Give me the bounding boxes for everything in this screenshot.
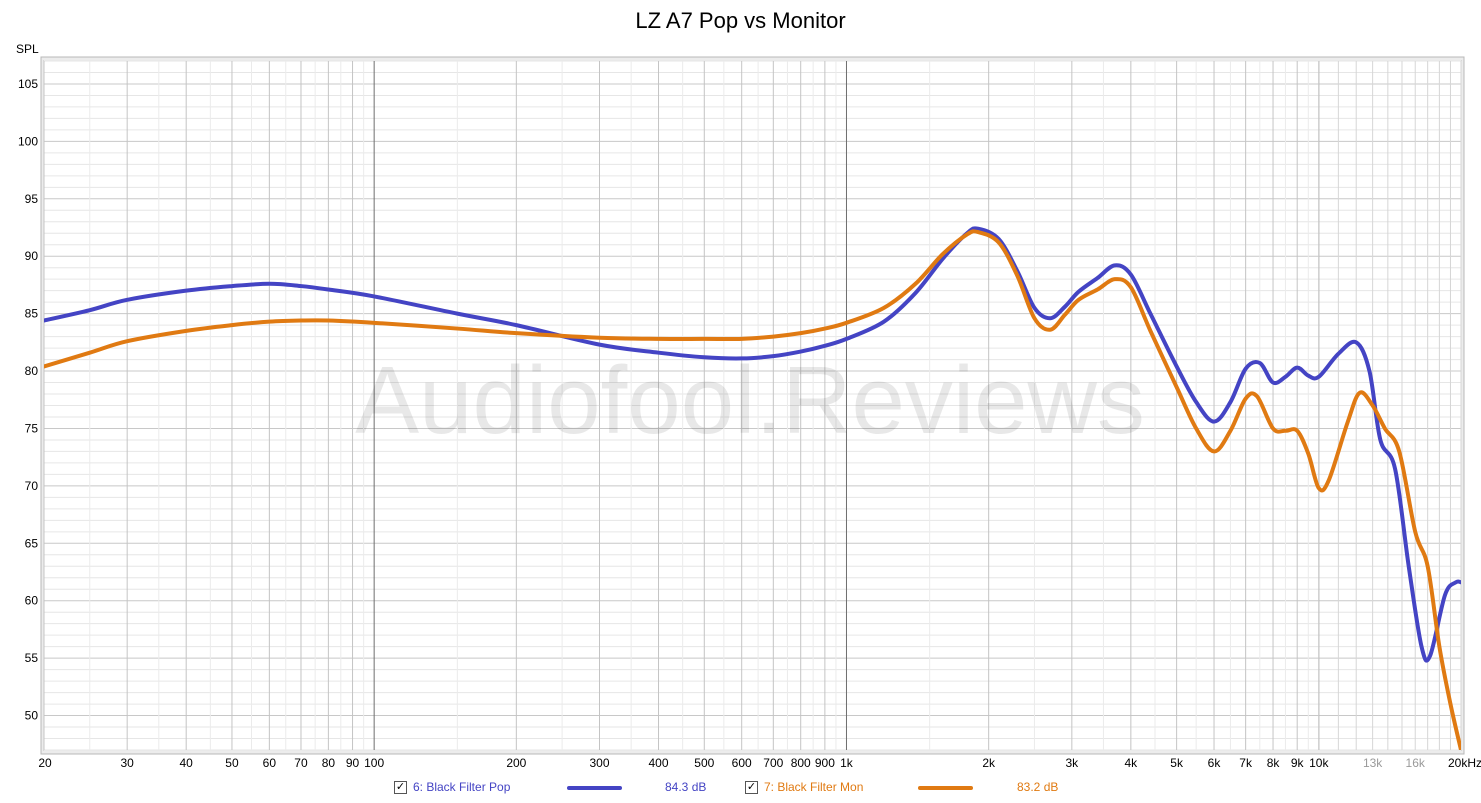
x-tick-label: 5k — [1170, 756, 1184, 770]
x-tick-label: 8k — [1267, 756, 1281, 770]
y-tick-label: 60 — [25, 594, 39, 608]
x-tick-label: 9k — [1291, 756, 1305, 770]
x-tick-label: 50 — [225, 756, 239, 770]
x-tick-label: 400 — [649, 756, 669, 770]
x-tick-label: 20 — [38, 756, 52, 770]
x-tick-label: 70 — [294, 756, 308, 770]
y-tick-label: 95 — [25, 192, 39, 206]
x-tick-label: 900 — [815, 756, 835, 770]
x-tick-label: 10k — [1309, 756, 1329, 770]
series-2-checkbox[interactable]: ✓ — [745, 781, 758, 794]
x-tick-label: 20kHz — [1448, 756, 1481, 770]
series-2-level: 83.2 dB — [1017, 780, 1059, 794]
x-tick-labels: 20 30 40 50 60 70 80 90 100 200 300 400 500 600 700 800… — [38, 756, 1481, 770]
x-tick-label: 1k — [840, 756, 854, 770]
x-tick-label: 90 — [346, 756, 360, 770]
x-tick-label: 13k — [1363, 756, 1383, 770]
x-tick-label: 300 — [589, 756, 609, 770]
series-1-legend-label: 6: Black Filter Pop — [413, 780, 511, 794]
y-axis-label: SPL — [16, 42, 39, 56]
x-tick-label: 6k — [1208, 756, 1222, 770]
y-tick-label: 105 — [18, 77, 38, 91]
series-1-legend-swatch — [567, 786, 622, 790]
x-tick-label: 30 — [120, 756, 134, 770]
y-tick-label: 75 — [25, 421, 39, 435]
series-2-legend-swatch — [918, 786, 973, 790]
x-tick-label: 2k — [982, 756, 996, 770]
series-layer — [44, 226, 1461, 750]
series-1-level: 84.3 dB — [665, 780, 707, 794]
y-tick-label: 65 — [25, 536, 39, 550]
series-2-legend-label: 7: Black Filter Mon — [764, 780, 864, 794]
y-tick-label: 55 — [25, 651, 39, 665]
y-tick-label: 50 — [25, 709, 39, 723]
x-tick-label: 700 — [763, 756, 783, 770]
x-tick-label: 60 — [263, 756, 277, 770]
x-tick-label: 600 — [732, 756, 752, 770]
x-tick-label: 800 — [791, 756, 811, 770]
y-tick-label: 85 — [25, 307, 39, 321]
x-tick-label: 4k — [1125, 756, 1139, 770]
y-tick-label: 90 — [25, 249, 39, 263]
x-tick-label: 40 — [180, 756, 194, 770]
y-tick-label: 70 — [25, 479, 39, 493]
x-tick-label: 16k — [1406, 756, 1426, 770]
series-1-line — [44, 226, 1461, 663]
y-tick-label: 100 — [18, 134, 38, 148]
x-tick-label: 100 — [364, 756, 384, 770]
chart-title: LZ A7 Pop vs Monitor — [635, 8, 846, 33]
x-tick-label: 3k — [1065, 756, 1079, 770]
series-1-checkbox[interactable]: ✓ — [394, 781, 407, 794]
y-tick-label: 80 — [25, 364, 39, 378]
series-2-line — [44, 229, 1461, 750]
grid-lines — [43, 60, 1462, 751]
x-tick-label: 80 — [322, 756, 336, 770]
x-tick-label: 200 — [506, 756, 526, 770]
watermark: Audiofool.Reviews — [355, 347, 1145, 454]
y-tick-labels: 50 55 60 65 70 75 80 85 90 95 100 105 — [18, 77, 38, 723]
x-tick-label: 500 — [694, 756, 714, 770]
x-tick-label: 7k — [1239, 756, 1253, 770]
